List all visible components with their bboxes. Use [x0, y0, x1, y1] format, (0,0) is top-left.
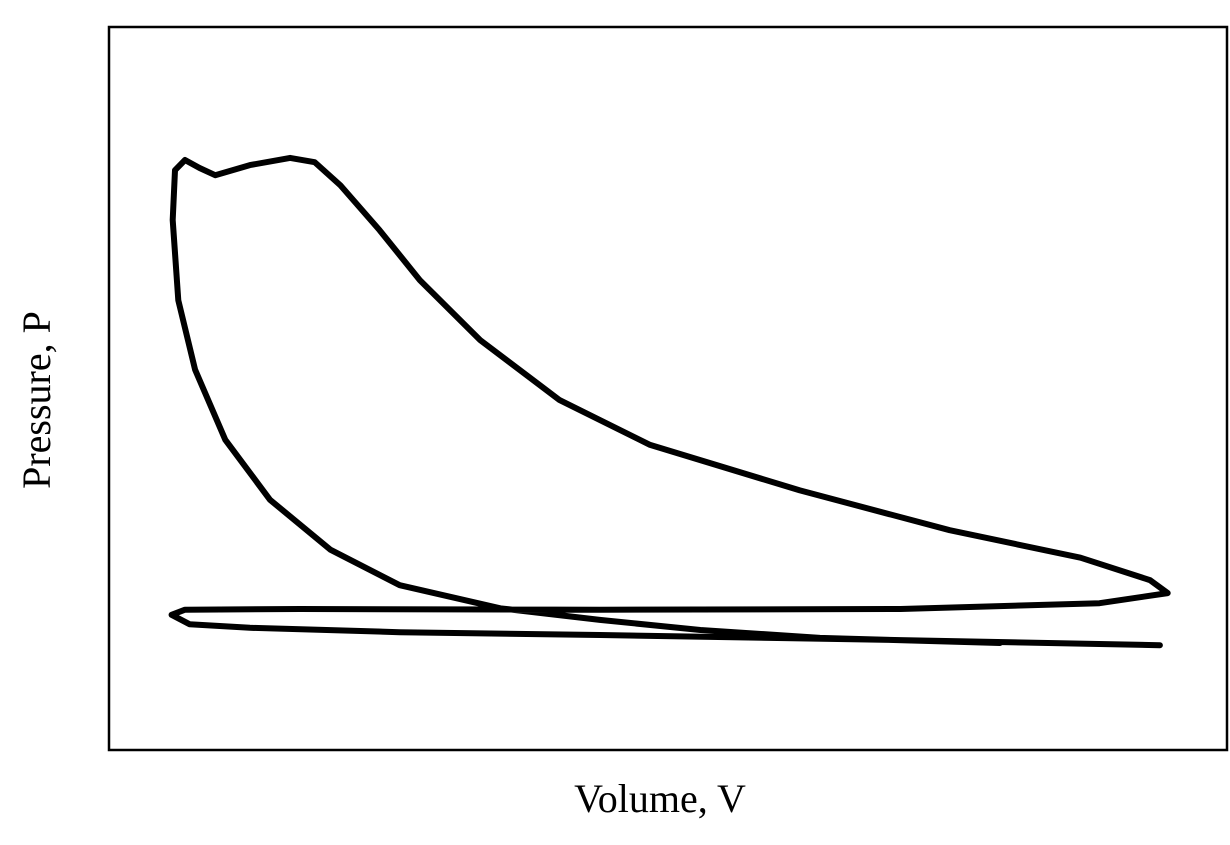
- pv-curve: [168, 154, 1171, 649]
- y-axis-label: Pressure, P: [14, 311, 59, 489]
- x-axis-label: Volume, V: [574, 776, 746, 821]
